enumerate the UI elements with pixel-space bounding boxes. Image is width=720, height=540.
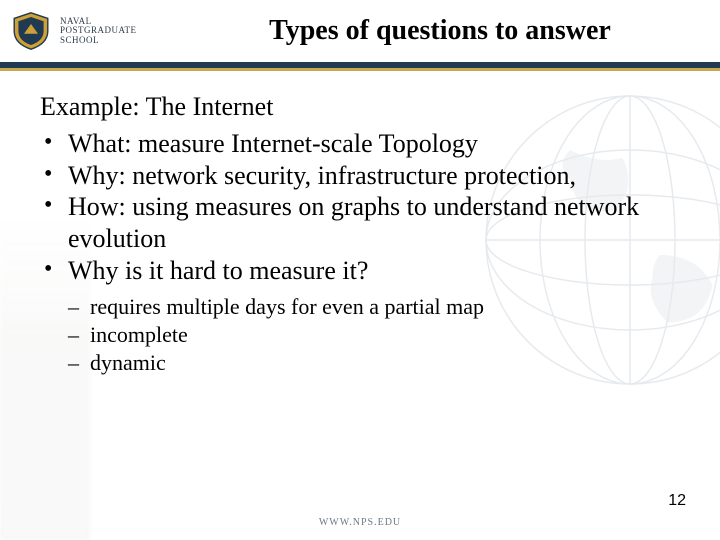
dash-item: requires multiple days for even a partia… xyxy=(68,293,680,321)
nps-shield-icon xyxy=(10,10,52,52)
footer-url: WWW.NPS.EDU xyxy=(0,517,720,528)
lead-line: Example: The Internet xyxy=(40,92,680,122)
content-area: Example: The Internet What: measure Inte… xyxy=(40,92,680,377)
dash-item: dynamic xyxy=(68,349,680,377)
bullet-list: What: measure Internet-scale Topology Wh… xyxy=(40,128,680,287)
page-number: 12 xyxy=(668,492,686,510)
bullet-item: How: using measures on graphs to underst… xyxy=(40,191,680,254)
bullet-item: What: measure Internet-scale Topology xyxy=(40,128,680,160)
bullet-item: Why: network security, infrastructure pr… xyxy=(40,160,680,192)
logo-block: NAVAL POSTGRADUATE SCHOOL xyxy=(0,10,190,52)
divider-gold xyxy=(0,68,720,71)
dash-item: incomplete xyxy=(68,321,680,349)
slide-title: Types of questions to answer xyxy=(190,15,720,47)
bullet-item: Why is it hard to measure it? xyxy=(40,255,680,287)
slide: NAVAL POSTGRADUATE SCHOOL Types of quest… xyxy=(0,0,720,540)
school-name: NAVAL POSTGRADUATE SCHOOL xyxy=(60,17,137,45)
dash-list: requires multiple days for even a partia… xyxy=(68,293,680,377)
header: NAVAL POSTGRADUATE SCHOOL Types of quest… xyxy=(0,0,720,62)
school-line3: SCHOOL xyxy=(60,36,137,45)
